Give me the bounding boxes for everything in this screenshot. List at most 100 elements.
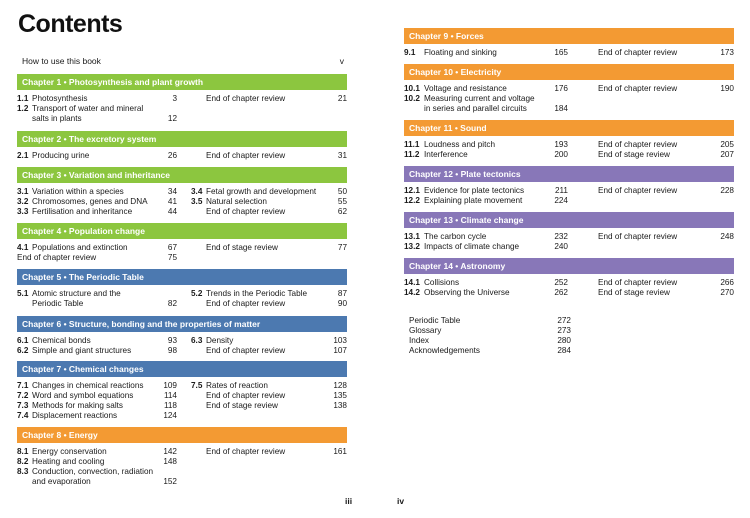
chapter-header[interactable]: Chapter 5 • The Periodic Table [17,269,347,285]
chapter-header[interactable]: Chapter 1 • Photosynthesis and plant gro… [17,74,347,90]
chapter-header[interactable]: Chapter 4 • Population change [17,223,347,239]
entry-title: Variation within a species [32,187,159,197]
toc-entry[interactable]: End of stage review 138 [191,401,347,411]
toc-entry[interactable]: 1.2 Transport of water and mineral salts i… [17,104,177,124]
toc-entry[interactable]: 8.3 Conduction, convection, radiation and … [17,467,177,487]
chapter-header[interactable]: Chapter 8 • Energy [17,427,347,443]
toc-entry[interactable]: 4.1 Populations and extinction 67 [17,243,177,253]
chapter-header[interactable]: Chapter 3 • Variation and inheritance [17,167,347,183]
toc-entry[interactable]: End of chapter review 228 [578,186,734,196]
chapter-header[interactable]: Chapter 13 • Climate change [404,212,734,228]
entry-title-line: Simple and giant structures [32,346,132,355]
entry-page: 266 [720,278,734,287]
toc-entry[interactable]: 7.2 Word and symbol equations 114 [17,391,177,401]
entry-column: 1.1 Photosynthesis 3 1.2 Transport of water … [17,94,177,124]
entry-column: End of chapter review 228 [578,186,734,206]
toc-entry[interactable]: 3.2 Chromosomes, genes and DNA 41 [17,197,177,207]
toc-entry[interactable]: End of chapter review 90 [191,299,347,309]
toc-entry[interactable]: 11.2 Interference 200 [404,150,568,160]
toc-entry[interactable]: 8.1 Energy conservation 142 [17,447,177,457]
entry-title-line: Observing the Universe [424,288,510,297]
entry-title-line: Changes in chemical reactions [32,381,144,390]
toc-entry[interactable]: End of chapter review 135 [191,391,347,401]
toc-entry[interactable]: 14.1 Collisions 252 [404,278,568,288]
toc-entry[interactable]: 7.4 Displacement reactions 124 [17,411,177,421]
entry-page: 205 [720,140,734,149]
toc-entry[interactable]: End of chapter review 107 [191,346,347,356]
toc-entry[interactable]: End of stage review 270 [578,288,734,298]
back-matter-entry[interactable]: Glossary 273 [409,326,571,336]
chapter-header[interactable]: Chapter 10 • Electricity [404,64,734,80]
entry-title: Populations and extinction [32,243,159,253]
toc-entry[interactable]: End of chapter review 248 [578,232,734,242]
toc-entry[interactable]: 14.2 Observing the Universe 262 [404,288,568,298]
entry-column: End of stage review 77 [191,243,347,263]
toc-entry[interactable]: 1.1 Photosynthesis 3 [17,94,177,104]
toc-entry[interactable]: End of stage review 77 [191,243,347,253]
page-number-right: iv [397,496,405,506]
entry-page: 248 [720,232,734,241]
toc-entry[interactable]: 11.1 Loudness and pitch 193 [404,140,568,150]
chapter-header[interactable]: Chapter 2 • The excretory system [17,131,347,147]
entry-title-line: salts in plants [32,114,82,123]
chapter-header[interactable]: Chapter 11 • Sound [404,120,734,136]
entry-page: 90 [337,299,347,308]
entry-page: 109 [163,381,177,390]
toc-entry[interactable]: 12.2 Explaining plate movement 224 [404,196,568,206]
toc-entry[interactable]: 5.2 Trends in the Periodic Table 87 [191,289,347,299]
toc-entry[interactable]: 6.1 Chemical bonds 93 [17,336,177,346]
chapter-block: Chapter 7 • Chemical changes 7.1 Changes i… [17,361,347,421]
toc-entry[interactable]: End of chapter review 62 [191,207,347,217]
toc-entry[interactable]: End of chapter review 205 [578,140,734,150]
toc-entry[interactable]: 12.1 Evidence for plate tectonics 211 [404,186,568,196]
toc-entry[interactable]: 3.1 Variation within a species 34 [17,187,177,197]
toc-entry[interactable]: End of chapter review 161 [191,447,347,457]
toc-entry[interactable]: 3.4 Fetal growth and development 50 [191,187,347,197]
toc-entry[interactable]: 2.1 Producing urine 26 [17,151,177,161]
entry-title: Voltage and resistance [424,84,546,94]
entry-page: 21 [337,94,347,103]
entry-page: 12 [167,114,177,123]
chapter-header[interactable]: Chapter 12 • Plate tectonics [404,166,734,182]
toc-entry[interactable]: 7.1 Changes in chemical reactions 109 [17,381,177,391]
toc-entry[interactable]: 9.1 Floating and sinking 165 [404,48,568,58]
back-matter-label: Periodic Table [409,316,461,325]
back-matter-entry[interactable]: Acknowledgements 284 [409,346,571,356]
toc-entry[interactable]: 13.1 The carbon cycle 232 [404,232,568,242]
toc-entry[interactable]: End of stage review 207 [578,150,734,160]
how-to-use-entry[interactable]: How to use this book v [22,56,344,66]
toc-entry[interactable]: 6.3 Density 103 [191,336,347,346]
toc-entry[interactable]: End of chapter review 173 [578,48,734,58]
chapter-header[interactable]: Chapter 7 • Chemical changes [17,361,347,377]
toc-entry[interactable]: End of chapter review 31 [191,151,347,161]
entry-title-line: Producing urine [32,151,90,160]
entry-page: 41 [167,197,177,206]
section-number: 8.2 [17,457,29,466]
toc-entry[interactable]: 3.3 Fertilisation and inheritance 44 [17,207,177,217]
toc-entry[interactable]: 6.2 Simple and giant structures 98 [17,346,177,356]
section-number: 7.4 [17,411,29,420]
entry-page: 262 [554,288,568,297]
toc-entry[interactable]: End of chapter review 21 [191,94,347,104]
chapter-entries: 4.1 Populations and extinction 67 End of ch… [17,239,347,263]
entry-title: Photosynthesis [32,94,159,104]
back-matter-entry[interactable]: Periodic Table 272 [409,316,571,326]
chapter-header[interactable]: Chapter 14 • Astronomy [404,258,734,274]
toc-entry[interactable]: 13.2 Impacts of climate change 240 [404,242,568,252]
toc-entry[interactable]: 7.3 Methods for making salts 118 [17,401,177,411]
toc-entry[interactable]: 5.1 Atomic structure and the Periodic Tabl… [17,289,177,309]
chapter-header[interactable]: Chapter 9 • Forces [404,28,734,44]
toc-entry[interactable]: End of chapter review 266 [578,278,734,288]
entry-title-line: End of stage review [206,243,278,252]
back-matter-entry[interactable]: Index 280 [409,336,571,346]
page-number-left: iii [345,496,353,506]
toc-entry[interactable]: 10.2 Measuring current and voltage in seri… [404,94,568,114]
toc-entry[interactable]: 10.1 Voltage and resistance 176 [404,84,568,94]
toc-entry[interactable]: End of chapter review 75 [17,253,177,263]
toc-entry[interactable]: End of chapter review 190 [578,84,734,94]
toc-entry[interactable]: 7.5 Rates of reaction 128 [191,381,347,391]
chapter-header[interactable]: Chapter 6 • Structure, bonding and the p… [17,316,347,332]
toc-entry[interactable]: 3.5 Natural selection 55 [191,197,347,207]
entry-title-line: Floating and sinking [424,48,497,57]
toc-entry[interactable]: 8.2 Heating and cooling 148 [17,457,177,467]
